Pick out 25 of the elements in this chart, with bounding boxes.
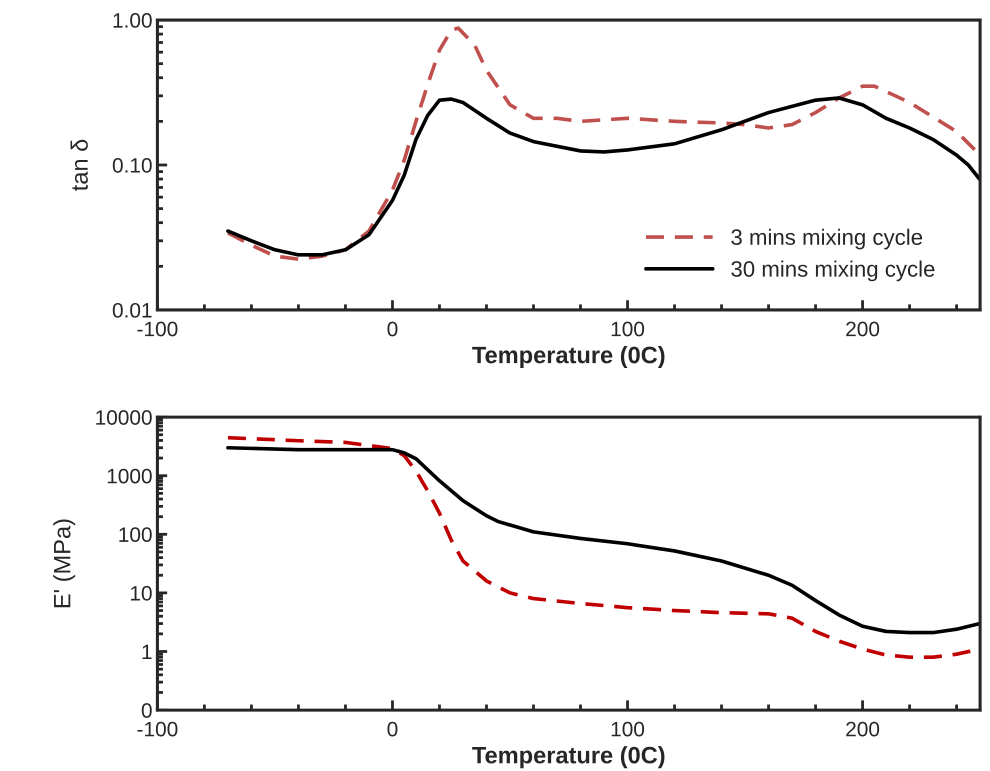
legend-label: 30 mins mixing cycle xyxy=(731,260,934,282)
x-axis-title: Temperature (0C) xyxy=(472,746,664,768)
x-axis-title: Temperature (0C) xyxy=(472,346,664,368)
x-tick-label: 200 xyxy=(846,322,880,336)
x-tick-label: -100 xyxy=(137,322,178,336)
x-tick-label: 0 xyxy=(387,322,398,336)
x-tick-label: -100 xyxy=(137,722,178,737)
x-tick-label: 100 xyxy=(612,322,644,336)
line-series xyxy=(226,96,980,257)
y-tick-label: 1.00 xyxy=(114,13,152,28)
line-series xyxy=(226,446,980,634)
y-tick-label: 10 xyxy=(130,586,152,601)
y-tick-label: 0.10 xyxy=(112,158,152,173)
y-tick-label: 0 xyxy=(142,703,152,718)
y-tick-label: 100 xyxy=(119,527,152,542)
y-tick-label: 1 xyxy=(142,644,152,660)
x-tick-label: 0 xyxy=(387,722,398,737)
y-axis-title: tan δ xyxy=(70,140,88,191)
legend-label: 3 mins mixing cycle xyxy=(731,228,922,250)
x-tick-label: 200 xyxy=(846,722,880,737)
y-axis-title: E' (MPa) xyxy=(53,520,76,608)
y-tick-label: 10000 xyxy=(96,410,152,425)
y-tick-label: 0.01 xyxy=(112,302,152,318)
x-tick-label: 100 xyxy=(612,722,644,737)
y-tick-label: 1000 xyxy=(108,468,152,484)
